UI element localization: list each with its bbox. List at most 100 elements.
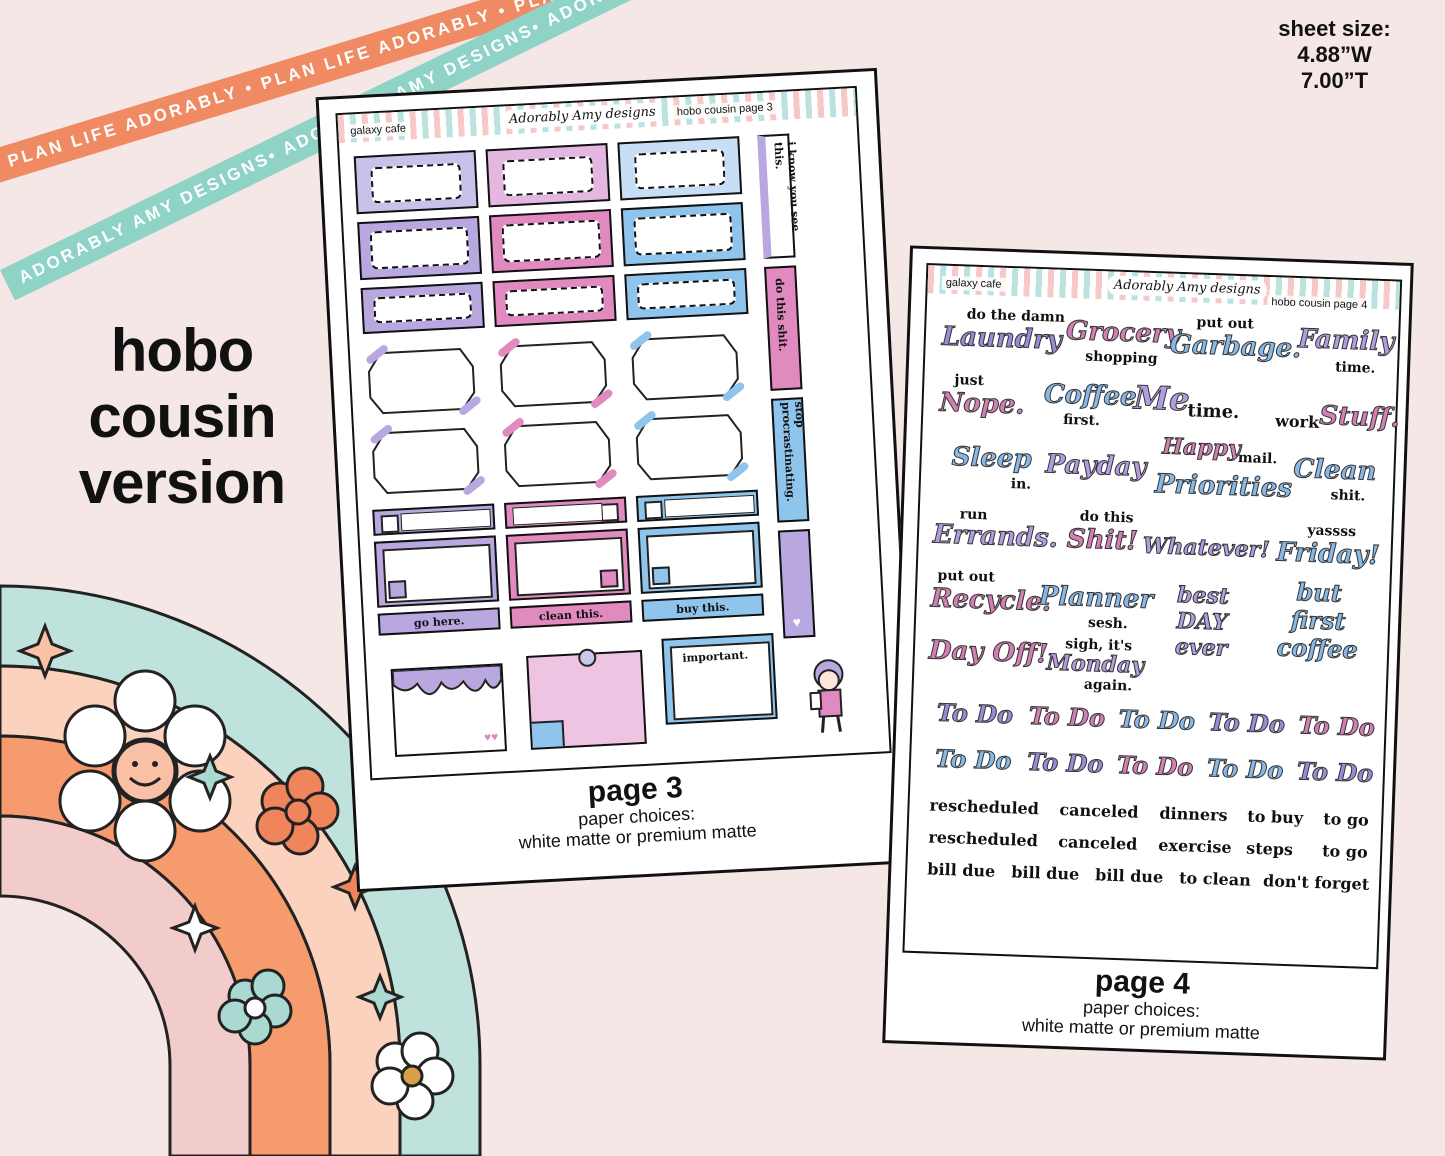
small-word-sticker: don't forget xyxy=(1262,871,1370,894)
word-sticker: shit. xyxy=(1330,487,1366,505)
word-sticker: Coffee xyxy=(1043,379,1138,413)
sticker-sheet-page-3: galaxy cafe Adorably Amy designs hobo co… xyxy=(335,85,892,781)
word-sticker: but first coffee xyxy=(1276,577,1359,665)
sticker-box xyxy=(617,136,743,201)
word-sticker: Garbage. xyxy=(1169,329,1303,365)
small-word-sticker: bill due xyxy=(926,859,996,881)
word-sticker: work xyxy=(1274,411,1320,432)
word-sticker: Happy xyxy=(1161,433,1242,463)
sticker-box xyxy=(485,143,611,208)
word-sticker: put out xyxy=(1196,314,1255,333)
headline: hobo cousin version xyxy=(62,318,302,516)
word-sticker: yassss xyxy=(1307,522,1357,541)
todo-sticker: To Do xyxy=(1116,749,1194,782)
word-sticker: Priorities xyxy=(1154,469,1293,505)
todo-sticker: To Do xyxy=(1208,707,1286,740)
side-label-2: do this shit. xyxy=(772,277,790,352)
checkbox-sticker xyxy=(635,489,760,522)
todo-sticker: To Do xyxy=(1026,746,1104,779)
checkbox-sticker xyxy=(504,496,628,529)
word-sticker: put out xyxy=(937,567,996,586)
word-sticker: Shit! xyxy=(1066,524,1139,557)
small-word-sticker: to clean xyxy=(1178,868,1252,890)
sheet-size-label: sheet size: xyxy=(1278,16,1391,41)
sheet-title: hobo cousin page 4 xyxy=(1267,294,1372,313)
sparkle-icon xyxy=(168,901,222,955)
sticker-box xyxy=(488,208,614,274)
white-flower-icon xyxy=(370,1031,455,1121)
small-word-sticker: to go xyxy=(1322,809,1370,830)
pushpin-icon xyxy=(577,648,597,668)
side-strip: stop procrastinating. xyxy=(770,397,810,523)
word-sticker: Grocery xyxy=(1065,315,1182,350)
side-strip: do this shit. xyxy=(764,265,803,391)
sheet-card-page-4: galaxy cafe Adorably Amy designs hobo co… xyxy=(882,245,1414,1061)
word-sticker: Planner xyxy=(1038,581,1154,616)
word-sticker: Family xyxy=(1297,324,1395,358)
headline-line-1: hobo xyxy=(110,317,255,384)
word-sticker: Me xyxy=(1133,378,1191,419)
label-strip-clean-this: clean this. xyxy=(509,600,633,629)
word-sticker: time. xyxy=(1334,359,1376,377)
word-sticker: Monday xyxy=(1046,649,1145,679)
todo-sticker: To Do xyxy=(1298,710,1376,743)
label-strip-go-here: go here. xyxy=(377,607,501,636)
small-word-sticker: canceled xyxy=(1059,800,1139,822)
page-4-caption: page 4 paper choices: white matte or pre… xyxy=(946,960,1338,1046)
sparkle-icon xyxy=(15,621,75,681)
checkbox-sticker xyxy=(505,528,632,601)
frame-stickers xyxy=(366,331,749,495)
checkbox-sticker xyxy=(637,521,763,594)
page-3-caption: page 3 paper choices: white matte or pre… xyxy=(435,764,838,857)
word-sticker: Day Off! xyxy=(928,635,1049,670)
sticker-box xyxy=(492,274,617,328)
sticker-sheet-page-4: galaxy cafe Adorably Amy designs hobo co… xyxy=(902,263,1403,970)
todo-sticker: To Do xyxy=(934,743,1012,776)
small-word-sticker: bill due xyxy=(1094,865,1164,887)
todo-sticker: To Do xyxy=(1118,704,1196,737)
rainbow-illustration xyxy=(0,584,482,1156)
todo-sticker: To Do xyxy=(1206,753,1284,786)
side-label-1: i know you see this. xyxy=(771,141,803,232)
word-sticker: Friday! xyxy=(1276,537,1381,572)
sheet-size: sheet size: 4.88”W 7.00”T xyxy=(1262,16,1407,94)
orange-flower-icon xyxy=(255,766,340,856)
sticker-box xyxy=(624,267,749,321)
checkbox-sticker xyxy=(372,503,496,536)
todo-sticker: To Do xyxy=(1028,700,1106,733)
sticker-box xyxy=(620,202,746,267)
word-sticker: time. xyxy=(1187,400,1240,424)
side-label-3: stop procrastinating. xyxy=(779,401,807,503)
todo-sticker: To Do xyxy=(1296,756,1374,789)
todo-sticker: To Do xyxy=(936,697,1014,730)
small-word-sticker: dinners xyxy=(1159,803,1228,825)
side-strip: i know you see this. xyxy=(757,133,802,260)
word-sticker: mail. xyxy=(1237,450,1278,468)
sparkle-icon xyxy=(354,971,406,1023)
sticker-box xyxy=(357,215,483,281)
word-sticker: Recycle. xyxy=(930,583,1052,618)
headline-line-2: cousin xyxy=(88,383,276,450)
heart-icon: ♥ xyxy=(792,613,802,630)
small-word-sticker: to buy xyxy=(1247,806,1304,828)
small-word-sticker: steps xyxy=(1245,838,1294,860)
word-sticker: Clean xyxy=(1292,453,1377,487)
small-word-sticker: canceled xyxy=(1058,831,1138,854)
theme-label: galaxy cafe xyxy=(941,275,1006,292)
word-sticker: again. xyxy=(1083,676,1133,695)
word-sticker: Errands. xyxy=(932,519,1059,554)
sparkle-icon xyxy=(184,751,236,803)
small-word-sticker: exercise xyxy=(1157,835,1232,858)
word-sticker: Stuff. xyxy=(1318,400,1401,434)
sticker-box xyxy=(353,149,479,215)
checkbox-sticker xyxy=(373,535,500,608)
sheet-card-page-3: galaxy cafe Adorably Amy designs hobo co… xyxy=(315,67,919,893)
word-sticker: best DAY ever xyxy=(1174,581,1230,662)
word-sticker: Nope. xyxy=(939,387,1026,421)
word-sticker: shopping xyxy=(1085,348,1158,368)
side-strip: ♥ xyxy=(777,528,816,639)
small-word-sticker: rescheduled xyxy=(929,795,1040,819)
sheet-size-height: 7.00”T xyxy=(1300,68,1369,93)
word-sticker: just xyxy=(954,372,985,390)
drip-frame-sticker: ♥♥ xyxy=(390,663,508,757)
